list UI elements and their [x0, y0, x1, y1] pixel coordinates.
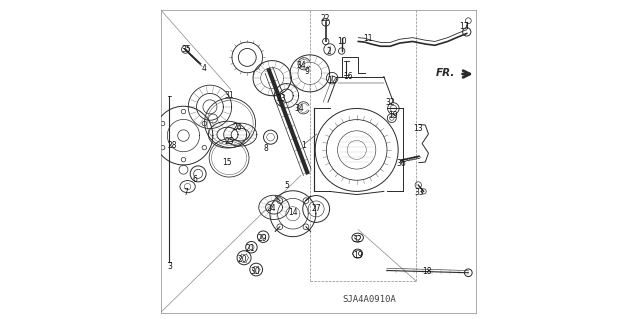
Circle shape — [202, 121, 207, 126]
Circle shape — [161, 121, 165, 126]
Text: 27: 27 — [312, 204, 322, 213]
Text: 3: 3 — [167, 262, 172, 271]
Text: 20: 20 — [238, 255, 248, 263]
Circle shape — [181, 157, 186, 162]
Text: 34: 34 — [294, 104, 304, 113]
Text: 4: 4 — [201, 64, 206, 73]
Text: 16: 16 — [343, 72, 353, 81]
Text: 24: 24 — [267, 204, 276, 213]
Text: 23: 23 — [276, 94, 286, 103]
Text: 1: 1 — [301, 141, 307, 150]
Circle shape — [161, 145, 165, 150]
Text: 10: 10 — [337, 37, 347, 46]
Text: 32: 32 — [353, 235, 362, 244]
Text: 5: 5 — [284, 181, 289, 189]
Text: 2: 2 — [326, 47, 331, 56]
Text: 29: 29 — [257, 234, 267, 243]
Text: 32: 32 — [385, 98, 395, 107]
Circle shape — [303, 198, 309, 204]
Text: 7: 7 — [184, 188, 188, 197]
Circle shape — [181, 109, 186, 114]
Text: 28: 28 — [168, 141, 177, 150]
Text: SJA4A0910A: SJA4A0910A — [342, 295, 396, 304]
Text: FR.: FR. — [436, 68, 456, 78]
Text: 30: 30 — [251, 267, 260, 276]
Text: 9: 9 — [304, 67, 309, 76]
Text: 13: 13 — [413, 124, 423, 133]
Text: 19: 19 — [388, 111, 398, 120]
Text: 33: 33 — [415, 188, 424, 197]
Text: 26: 26 — [232, 123, 242, 132]
Text: 35: 35 — [182, 45, 191, 54]
Text: 18: 18 — [422, 267, 431, 276]
Text: 15: 15 — [223, 158, 232, 167]
Text: 11: 11 — [363, 34, 372, 43]
Text: 19: 19 — [353, 251, 362, 260]
Circle shape — [202, 145, 207, 150]
Circle shape — [303, 224, 309, 230]
Text: 14: 14 — [288, 208, 298, 217]
Circle shape — [277, 224, 283, 230]
Circle shape — [388, 103, 399, 114]
Text: 36: 36 — [396, 159, 406, 168]
Text: 22: 22 — [321, 14, 330, 23]
Text: 34: 34 — [296, 61, 306, 70]
Text: 12: 12 — [328, 76, 337, 85]
Text: 31: 31 — [224, 91, 234, 100]
Text: 21: 21 — [245, 244, 255, 253]
Text: 6: 6 — [193, 175, 197, 184]
Text: 17: 17 — [460, 22, 469, 31]
Text: 25: 25 — [224, 137, 234, 146]
Circle shape — [277, 198, 283, 204]
Text: 8: 8 — [264, 144, 268, 153]
